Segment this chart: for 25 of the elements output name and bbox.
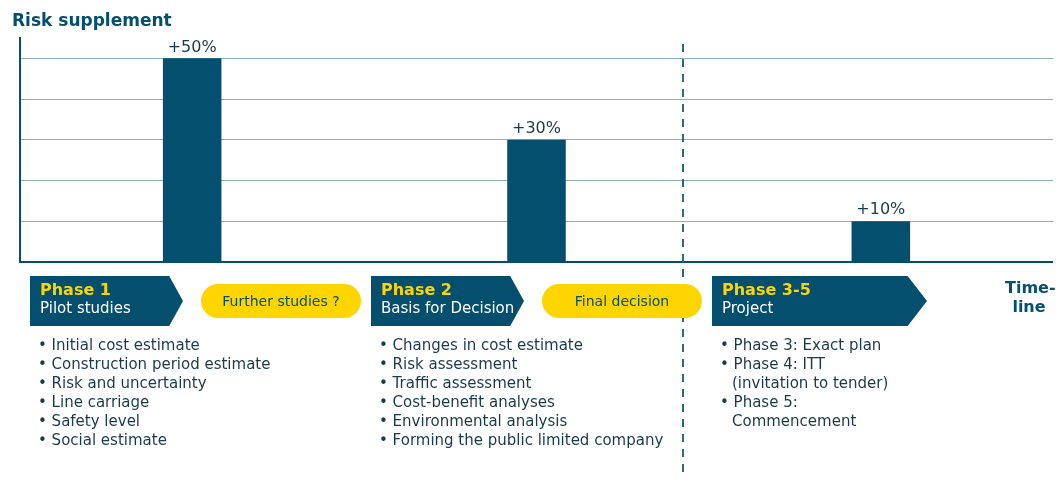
- text: • Cost-benefit analyses: [379, 393, 556, 412]
- text: • Traffic assessment: [379, 374, 533, 393]
- x-tick-label: Phase 3-5 Project: [722, 280, 812, 317]
- x-axis-title: Time-line: [1005, 278, 1056, 316]
- text: • Forming the public limited company: [379, 431, 665, 450]
- text: • Phase 4: ITT (invitation to tender): [720, 355, 890, 393]
- text: • Environmental analysis: [379, 412, 569, 431]
- text: • Social estimate: [38, 431, 168, 450]
- text: • Risk and uncertainty: [38, 374, 208, 393]
- text: • Changes in cost estimate: [379, 336, 584, 355]
- text: • Initial cost estimate: [38, 336, 201, 355]
- text: Final decision: [542, 284, 702, 318]
- text: Further studies ?: [201, 284, 361, 318]
- text: • Safety level: [38, 412, 142, 431]
- x-tick-label: Phase 2 Basis for Decision: [381, 280, 516, 317]
- text: • Construction period estimate: [38, 355, 272, 374]
- data-label: +10%: [856, 199, 906, 219]
- data-label: +30%: [512, 117, 561, 137]
- text: • Phase 3: Exact plan: [720, 336, 883, 355]
- data-label: +50%: [167, 36, 217, 56]
- text: • Risk assessment: [379, 355, 519, 374]
- text: • Line carriage: [38, 393, 151, 412]
- x-tick-label: Phase 1 Pilot studies: [40, 280, 132, 317]
- y-axis-title: Risk supplement: [12, 10, 172, 30]
- text: • Phase 5: Commencement: [720, 393, 858, 431]
